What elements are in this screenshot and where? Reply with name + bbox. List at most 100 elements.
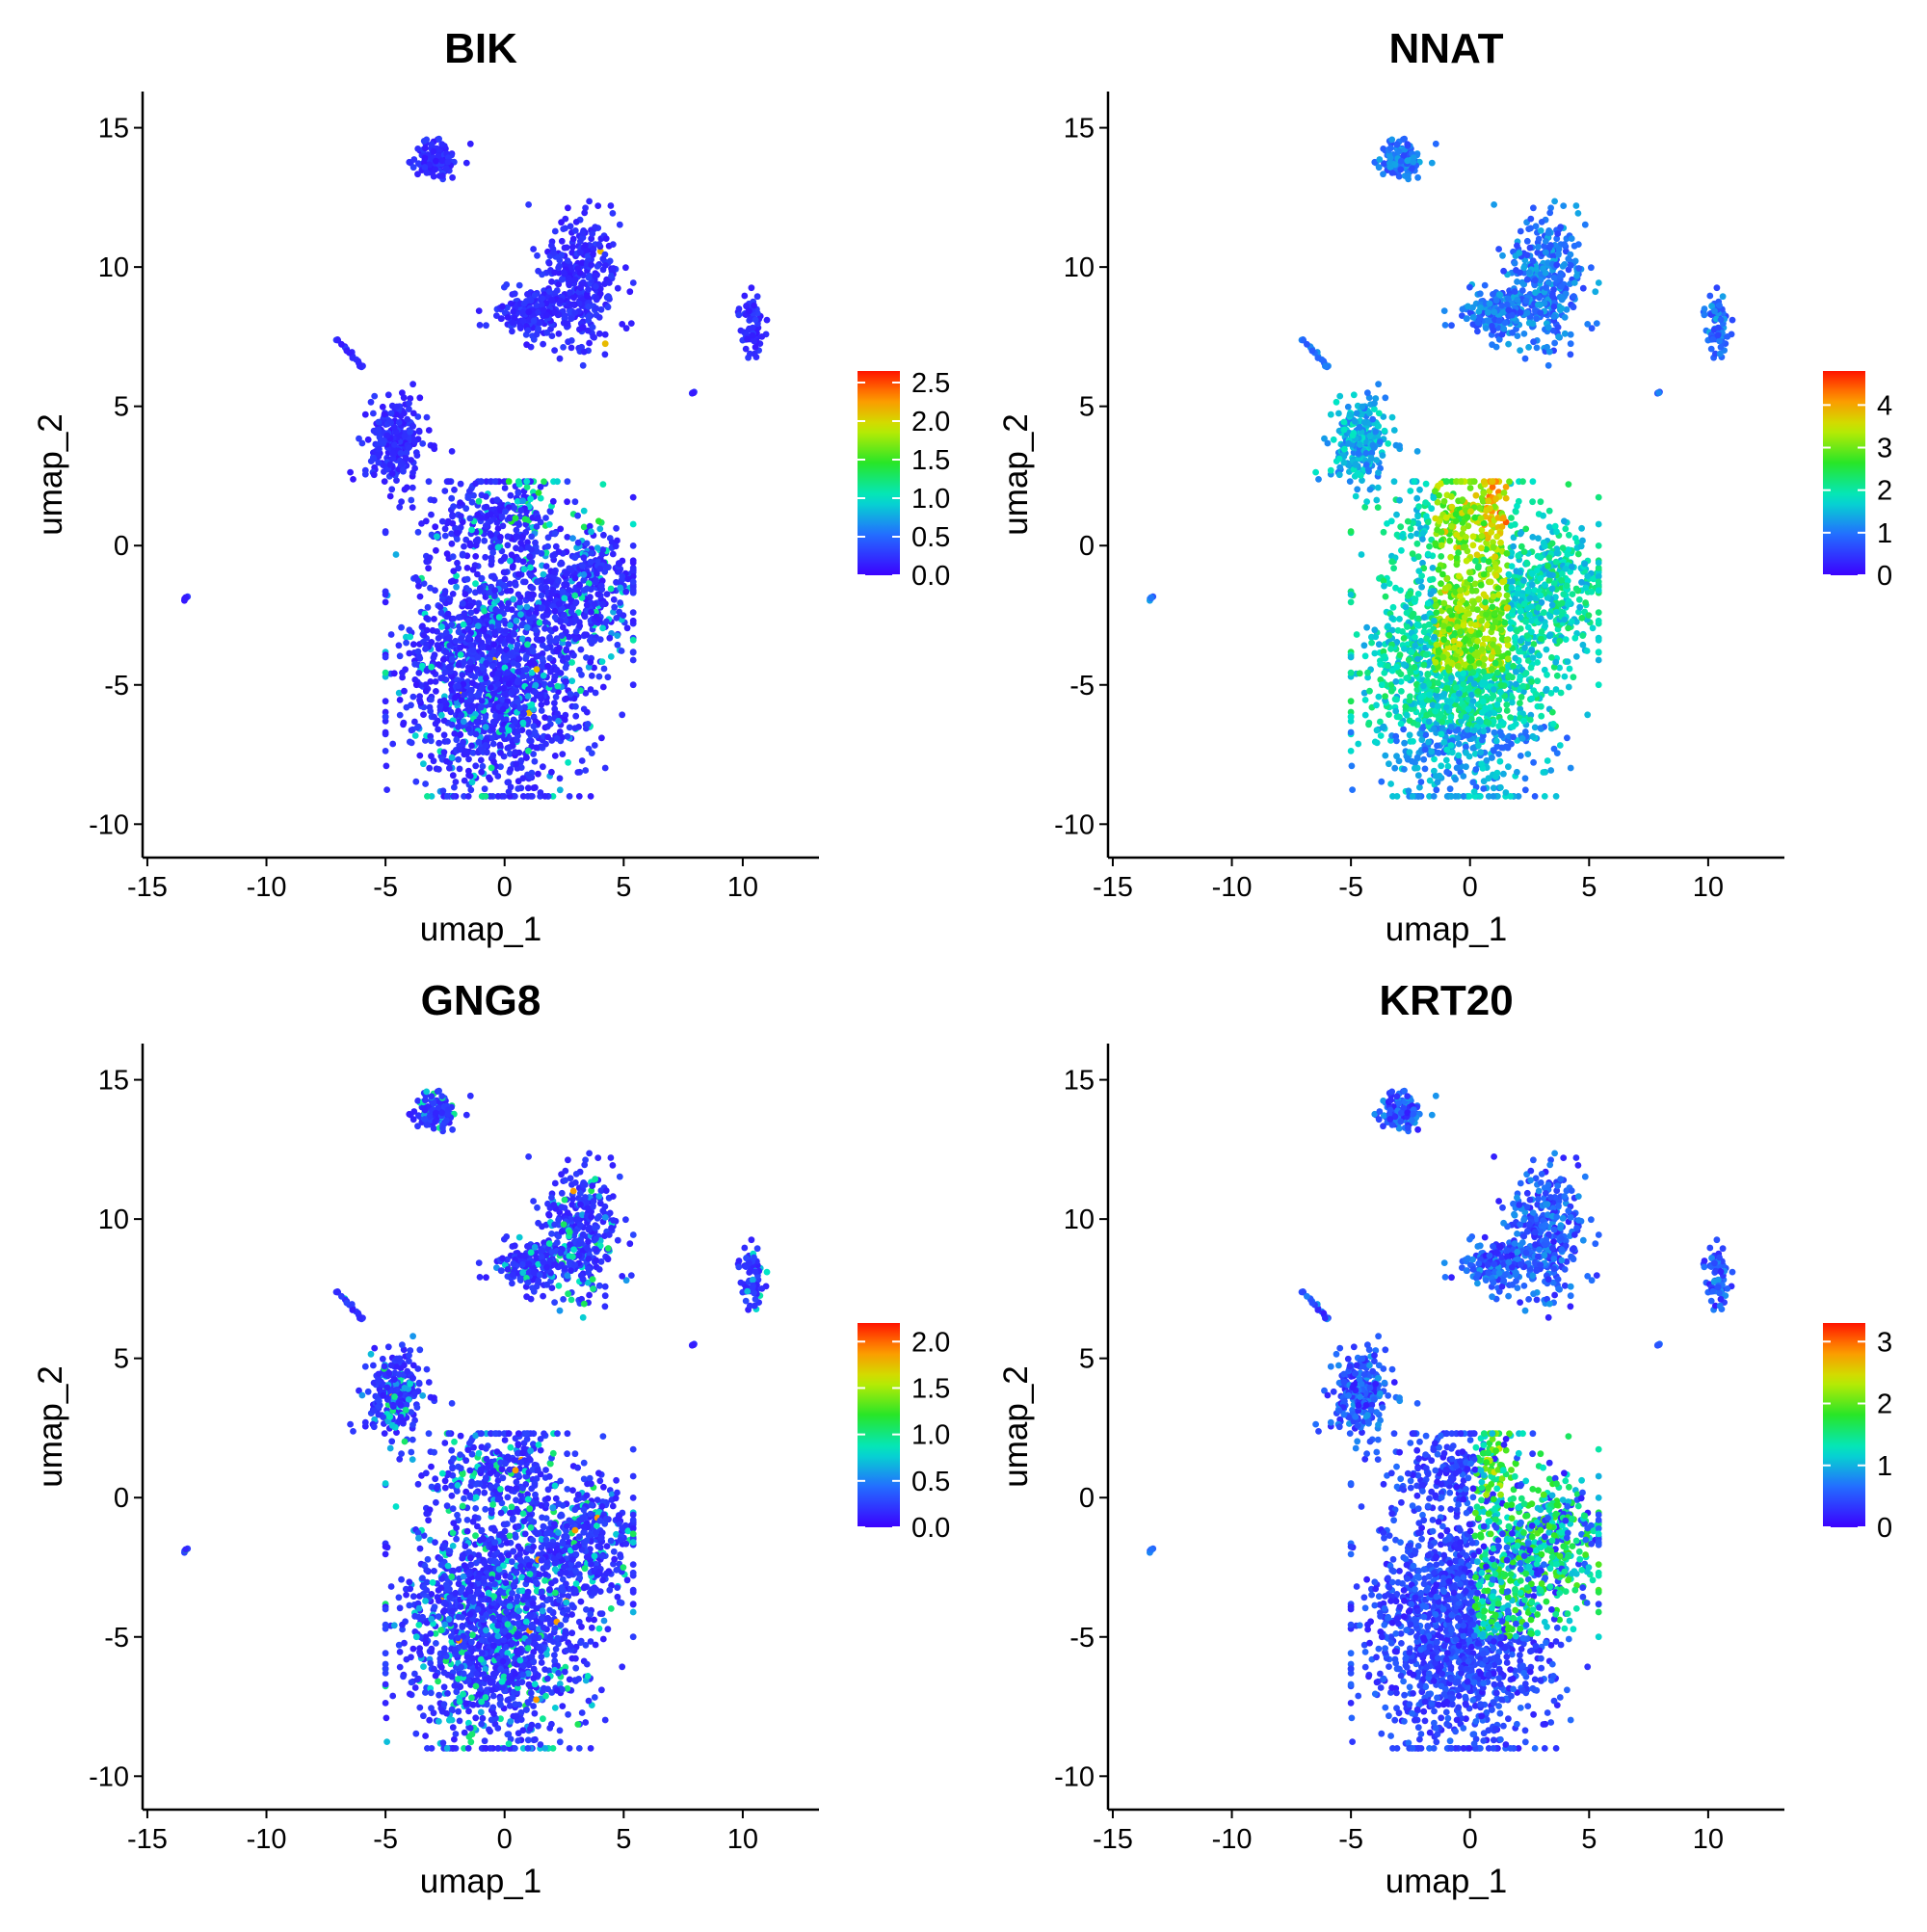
cell-point	[523, 754, 530, 761]
cell-point	[1527, 717, 1534, 724]
cell-point	[1470, 533, 1477, 540]
cell-point	[559, 632, 566, 639]
cell-point	[399, 670, 406, 676]
cell-point	[467, 659, 474, 666]
cell-point	[533, 626, 540, 633]
cell-point	[594, 202, 601, 209]
cell-point	[608, 273, 615, 279]
cell-point	[422, 646, 429, 652]
cell-point	[502, 508, 509, 515]
cell-point	[1386, 711, 1392, 718]
cell-point	[630, 279, 637, 286]
cell-point	[1492, 565, 1499, 571]
cell-point	[572, 498, 579, 505]
cell-point	[507, 515, 514, 521]
cell-point	[1413, 495, 1420, 502]
cell-point	[578, 672, 585, 678]
cell-point	[462, 591, 469, 597]
cell-point	[586, 198, 593, 205]
cell-point	[588, 550, 594, 557]
cell-point	[460, 518, 466, 525]
cell-point	[1418, 584, 1425, 591]
cell-point	[383, 698, 389, 704]
cell-point	[559, 561, 566, 568]
cell-point	[441, 670, 448, 676]
cell-point	[527, 774, 534, 781]
cell-point	[447, 596, 454, 603]
cell-point	[556, 600, 563, 607]
cell-point	[433, 721, 439, 728]
cell-point	[582, 242, 589, 249]
cell-point	[553, 694, 560, 701]
cell-point	[552, 625, 559, 632]
cell-point	[735, 312, 742, 319]
cell-point	[594, 591, 601, 597]
cell-point	[559, 751, 566, 757]
cell-point	[1570, 591, 1576, 597]
cell-point	[1504, 707, 1511, 714]
cell-point	[1481, 490, 1488, 496]
cell-point	[532, 784, 539, 791]
cell-point	[557, 619, 564, 625]
cell-point	[504, 745, 511, 752]
cell-point	[472, 580, 479, 587]
cell-point	[552, 608, 559, 615]
cell-point	[1596, 657, 1602, 664]
cell-point	[595, 241, 602, 248]
cell-point	[1468, 627, 1475, 634]
cell-point	[1396, 757, 1403, 764]
cell-point	[568, 691, 574, 698]
cell-point	[441, 488, 448, 494]
cell-point	[468, 642, 475, 648]
cell-point	[583, 654, 590, 661]
cell-point	[522, 529, 529, 536]
cell-point	[1419, 536, 1426, 543]
cell-point	[438, 712, 445, 719]
cell-point	[571, 593, 578, 599]
cell-point	[514, 533, 520, 540]
cell-point	[475, 654, 482, 661]
cell-point	[1537, 725, 1544, 731]
cell-point	[443, 758, 450, 765]
cell-point	[387, 493, 394, 500]
cell-point	[376, 446, 383, 453]
cell-point	[450, 553, 457, 560]
cell-point	[1349, 786, 1356, 793]
cell-point	[412, 779, 419, 785]
cell-point	[423, 558, 430, 565]
cell-point	[596, 526, 603, 533]
cell-point	[568, 677, 575, 684]
cell-point	[1390, 565, 1397, 571]
cell-point	[579, 757, 586, 764]
cell-point	[436, 635, 442, 642]
cell-point	[535, 515, 541, 521]
cell-point	[559, 251, 566, 258]
cell-point	[409, 504, 416, 511]
cell-point	[602, 351, 609, 357]
cell-point	[581, 508, 588, 515]
cell-point	[465, 793, 472, 800]
cell-point	[450, 793, 457, 800]
cell-point	[581, 524, 588, 531]
cell-point	[483, 493, 489, 500]
cell-point	[467, 602, 474, 609]
cell-point	[504, 780, 511, 786]
cell-point	[1528, 648, 1535, 654]
cell-point	[370, 410, 377, 417]
cell-point	[362, 411, 369, 418]
cell-point	[420, 760, 427, 767]
cell-point	[548, 297, 555, 304]
cell-point	[630, 543, 637, 549]
cell-point	[464, 494, 471, 501]
cell-point	[614, 632, 620, 639]
cell-point	[407, 739, 413, 746]
cell-point	[1372, 634, 1379, 641]
cell-point	[1460, 671, 1466, 677]
cell-point	[424, 414, 431, 421]
cell-point	[1408, 525, 1414, 532]
cell-point	[557, 526, 564, 533]
cell-point	[1528, 665, 1535, 672]
cell-point	[594, 544, 601, 551]
cell-point	[384, 433, 391, 439]
cell-point	[1449, 504, 1456, 511]
